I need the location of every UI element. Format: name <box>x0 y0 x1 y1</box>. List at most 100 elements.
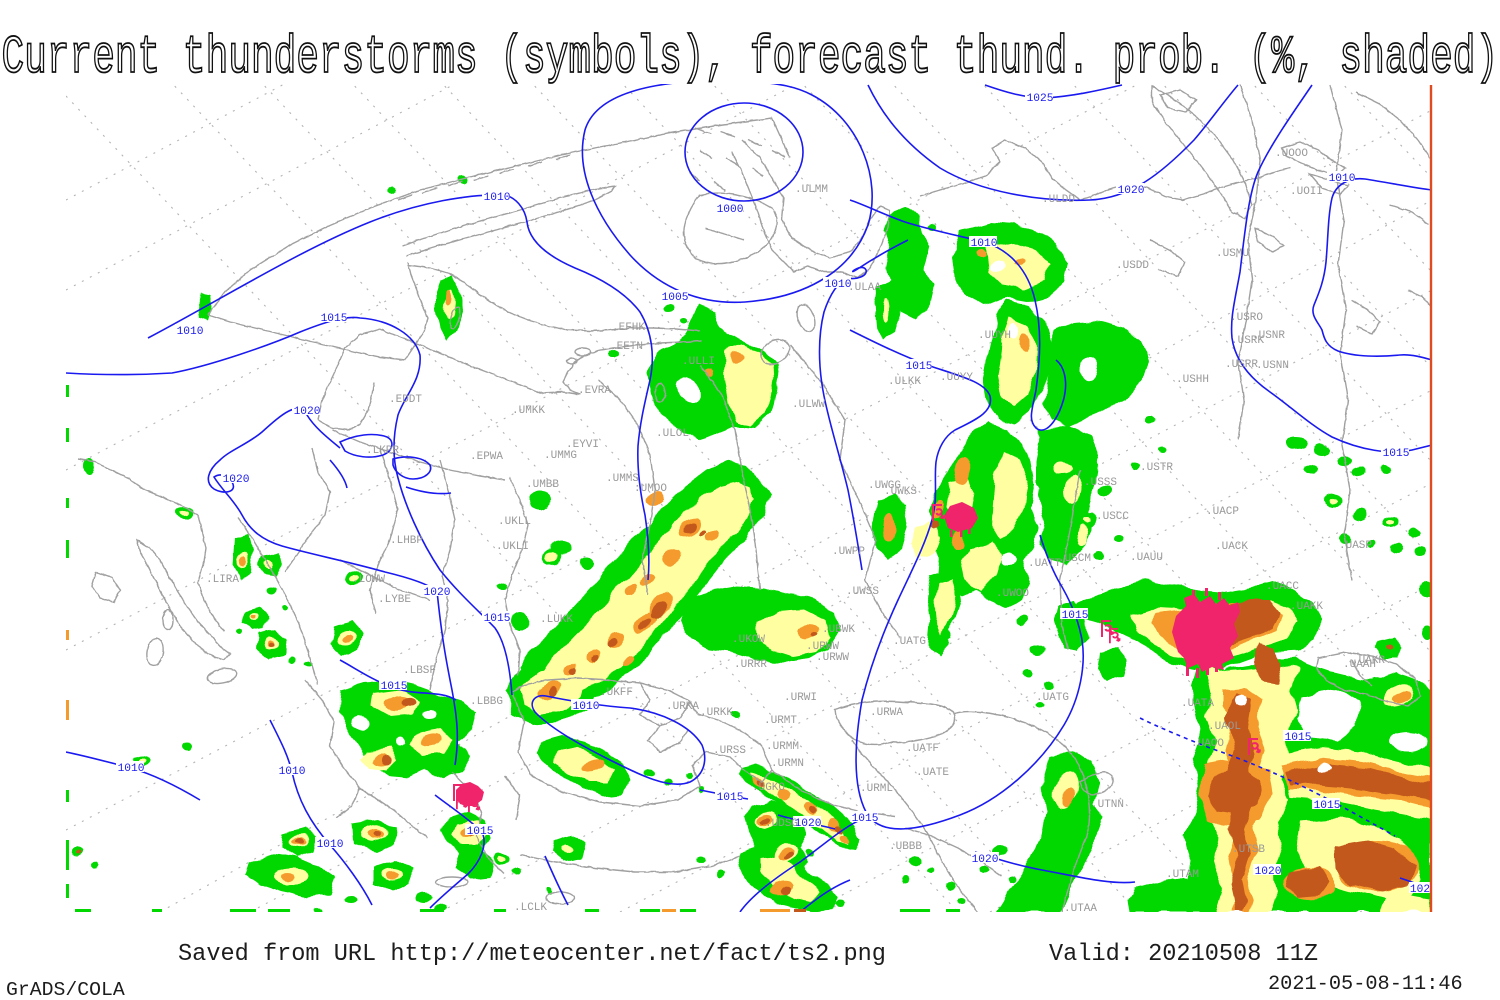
svg-text:.UMMS: .UMMS <box>606 473 639 485</box>
svg-text:.URMN: .URMN <box>771 758 804 770</box>
svg-text:.ULMM: .ULMM <box>795 184 828 196</box>
svg-text:.UUYH: .UUYH <box>978 330 1011 342</box>
svg-text:1015: 1015 <box>1285 732 1312 744</box>
svg-text:.URMT: .URMT <box>764 715 797 727</box>
svg-text:1015: 1015 <box>852 813 879 825</box>
svg-text:.URWW: .URWW <box>806 641 839 653</box>
svg-text:.USTR: .USTR <box>1140 462 1173 474</box>
svg-text:.UWGG: .UWGG <box>868 480 901 492</box>
svg-text:1010: 1010 <box>1329 173 1356 185</box>
svg-text:.UACK: .UACK <box>1215 541 1248 553</box>
svg-text:.UOOO: .UOOO <box>1275 148 1308 160</box>
svg-text:1015: 1015 <box>321 313 348 325</box>
svg-text:.UBWK: .UBWK <box>822 624 855 636</box>
svg-text:.UAOO: .UAOO <box>1191 738 1224 750</box>
svg-text:.EETN: .EETN <box>610 341 643 353</box>
svg-text:.UKLI: .UKLI <box>496 541 529 553</box>
svg-text:.LIRA: .LIRA <box>206 574 239 586</box>
svg-text:1020: 1020 <box>1255 866 1282 878</box>
svg-text:.UTAA: .UTAA <box>1064 903 1097 915</box>
svg-text:.UTAM: .UTAM <box>1166 869 1199 881</box>
svg-text:.USNN: .USNN <box>1256 360 1289 372</box>
svg-text:.LYBE: .LYBE <box>378 594 411 606</box>
svg-text::UMOO: :UMOO <box>634 483 667 495</box>
svg-text:.EDDT: .EDDT <box>389 394 422 406</box>
svg-text:.UDSG: .UDSG <box>765 818 798 830</box>
svg-text:.UWKS: .UWKS <box>884 486 917 498</box>
svg-text:.UWPP: .UWPP <box>832 546 865 558</box>
svg-text:.USRO: .USRO <box>1230 312 1263 324</box>
svg-text:.UAUU: .UAUU <box>1130 552 1163 564</box>
svg-text:.LUKK: .LUKK <box>540 614 573 626</box>
svg-text:2021-05-08-11:46: 2021-05-08-11:46 <box>1268 973 1463 996</box>
svg-text:.UWOO: .UWOO <box>996 588 1029 600</box>
svg-text:1020: 1020 <box>424 587 451 599</box>
svg-text:.UMBB: .UMBB <box>526 479 559 491</box>
svg-text:.LKPR: .LKPR <box>366 445 399 457</box>
svg-text:1015: 1015 <box>1383 448 1410 460</box>
svg-text:.URWI: .URWI <box>784 692 817 704</box>
svg-text:.URKA: .URKA <box>666 701 699 713</box>
svg-text:1020: 1020 <box>223 474 250 486</box>
svg-text:GrADS/COLA: GrADS/COLA <box>6 979 125 1000</box>
svg-text:.USCC: .USCC <box>1096 511 1129 523</box>
svg-text:.USHH: .USHH <box>1176 374 1209 386</box>
svg-text:.LCLK: .LCLK <box>514 902 547 914</box>
svg-text:.LBSF: .LBSF <box>403 665 436 677</box>
svg-text:.EPWA: .EPWA <box>470 451 503 463</box>
svg-text:.USRR: .USRR <box>1225 359 1258 371</box>
svg-text:.URML: .URML <box>860 783 893 795</box>
svg-text:.UATF: .UATF <box>906 743 939 755</box>
svg-text:.URRR: .URRR <box>734 659 767 671</box>
svg-text:.ULOL: .ULOL <box>656 428 689 440</box>
svg-text:1015: 1015 <box>381 681 408 693</box>
svg-text:1010: 1010 <box>317 839 344 851</box>
svg-text:.UATA: .UATA <box>1181 698 1214 710</box>
svg-text:.EYVI: .EYVI <box>566 439 599 451</box>
svg-text:.UBBB: .UBBB <box>889 841 922 853</box>
svg-text:.UATE: .UATE <box>916 767 949 779</box>
svg-text:.USDD: .USDD <box>1116 260 1149 272</box>
svg-text:.URKK: .URKK <box>700 707 733 719</box>
svg-text:.LOWW: .LOWW <box>352 574 385 586</box>
svg-text:.UUYY: .UUYY <box>940 372 973 384</box>
svg-text:.ULAA: .ULAA <box>848 282 881 294</box>
svg-text:1015: 1015 <box>484 613 511 625</box>
svg-text:.URWW: .URWW <box>816 652 849 664</box>
svg-text:.ULKK: .ULKK <box>888 376 921 388</box>
svg-text:.UTSB: .UTSB <box>1232 844 1265 856</box>
svg-text:1010: 1010 <box>118 763 145 775</box>
svg-text:1010: 1010 <box>177 326 204 338</box>
svg-text:1015: 1015 <box>1062 610 1089 622</box>
svg-text:.UAKR: .UAKR <box>1352 655 1385 667</box>
svg-text:.UACC: .UACC <box>1266 581 1299 593</box>
svg-text:.UKOW: .UKOW <box>732 634 765 646</box>
svg-text:.LBBG: .LBBG <box>470 696 503 708</box>
svg-text:1010: 1010 <box>825 279 852 291</box>
svg-text:.UATG: .UATG <box>1036 692 1069 704</box>
svg-text:1015: 1015 <box>906 361 933 373</box>
svg-text:.UATT: .UATT <box>1028 558 1061 570</box>
svg-text:.UACP: .UACP <box>1206 506 1239 518</box>
svg-text:.URWA: .URWA <box>870 707 903 719</box>
svg-text:.ULLI: .ULLI <box>682 356 715 368</box>
svg-text:1015: 1015 <box>1314 800 1341 812</box>
svg-text:.USMU: .USMU <box>1216 248 1249 260</box>
svg-text:.UKFF: .UKFF <box>600 687 633 699</box>
svg-text:Valid: 20210508 11Z: Valid: 20210508 11Z <box>1049 941 1318 968</box>
svg-text:1020: 1020 <box>795 818 822 830</box>
svg-text:.UAKK: .UAKK <box>1290 601 1323 613</box>
svg-text:.URSS: .URSS <box>713 745 746 757</box>
svg-text:.UWSS: .UWSS <box>846 586 879 598</box>
svg-text:1010: 1010 <box>279 766 306 778</box>
svg-text:1020: 1020 <box>294 406 321 418</box>
svg-text:.UASP: .UASP <box>1339 540 1372 552</box>
svg-text:.ULWW: .ULWW <box>792 399 825 411</box>
svg-text:1020: 1020 <box>1118 185 1145 197</box>
svg-text:.UOII: .UOII <box>1290 186 1323 198</box>
svg-text:.URMM: .URMM <box>766 741 799 753</box>
svg-text:.UKLL: .UKLL <box>498 516 531 528</box>
svg-text:1010: 1010 <box>971 238 998 250</box>
svg-text:.EVRA: .EVRA <box>578 385 611 397</box>
svg-text:.USSS: .USSS <box>1084 477 1117 489</box>
